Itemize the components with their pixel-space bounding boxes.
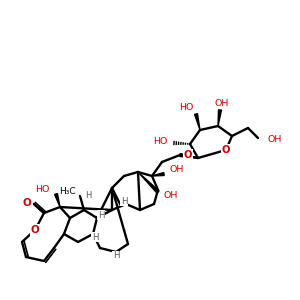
Text: H: H <box>98 211 104 220</box>
Text: OH: OH <box>215 98 229 107</box>
Polygon shape <box>180 154 198 158</box>
Text: H: H <box>92 232 98 242</box>
Text: OH: OH <box>170 166 184 175</box>
Text: O: O <box>31 225 39 235</box>
Polygon shape <box>138 172 159 193</box>
Text: H: H <box>121 196 127 206</box>
Polygon shape <box>55 194 60 207</box>
Text: OH: OH <box>164 191 178 200</box>
Text: HO: HO <box>36 185 50 194</box>
Text: HO: HO <box>153 137 167 146</box>
Text: HO: HO <box>178 103 193 112</box>
Polygon shape <box>218 110 221 126</box>
Text: O: O <box>222 145 230 155</box>
Text: H₃C: H₃C <box>59 188 76 196</box>
Text: H: H <box>85 190 91 200</box>
Text: OH: OH <box>267 136 281 145</box>
Polygon shape <box>194 114 200 130</box>
Polygon shape <box>152 172 164 176</box>
Text: O: O <box>22 198 32 208</box>
Text: O: O <box>184 150 192 160</box>
Text: H: H <box>113 251 119 260</box>
